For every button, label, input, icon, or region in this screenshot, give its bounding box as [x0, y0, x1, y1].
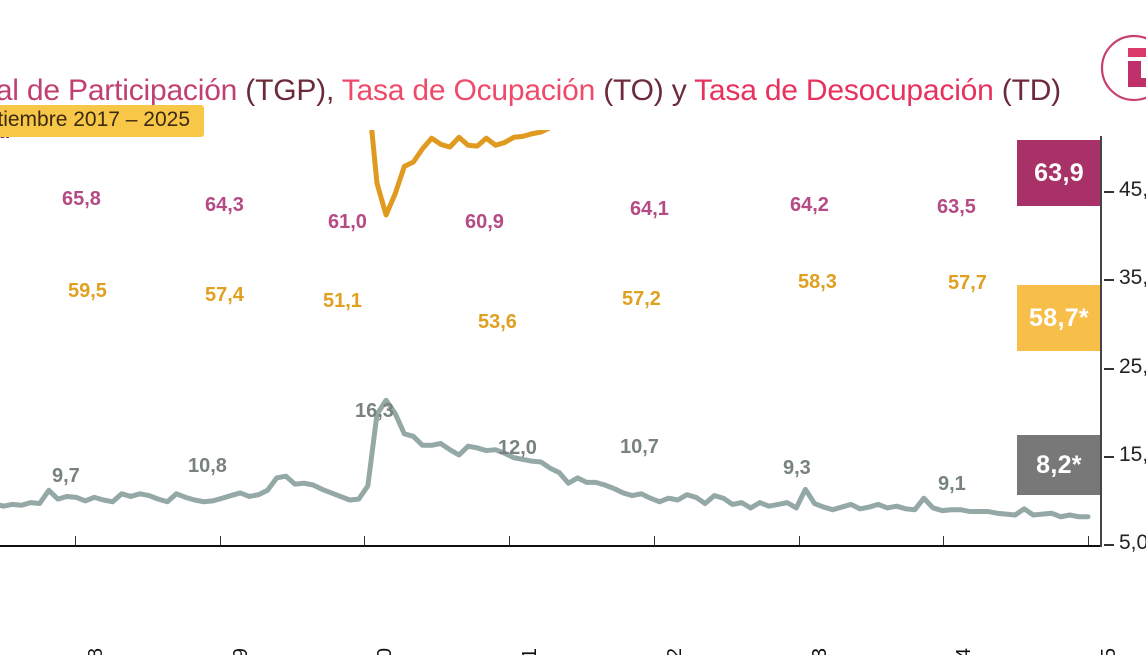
x-axis-tick-label: Sep 23: [809, 648, 832, 655]
y-axis-line: [1100, 136, 1102, 547]
data-point-label-tgp: 63,5: [937, 196, 976, 218]
chart-plot-area: [0, 130, 1100, 545]
y-axis-tick-mark: [1104, 367, 1114, 370]
x-axis-tick-label: Sep 24: [953, 648, 976, 655]
title-segment-td-abbr: (TD): [1001, 74, 1061, 107]
data-point-label-to: 51,1: [323, 290, 362, 312]
data-point-label-tgp: 61,0: [328, 211, 367, 233]
data-point-label-to: 57,4: [205, 284, 244, 306]
data-point-label-tgp: 64,2: [790, 194, 829, 216]
y-axis-tick-mark: [1104, 544, 1114, 546]
x-axis-tick-label: Sep 21: [519, 648, 542, 655]
data-point-label-td: 9,7: [52, 465, 80, 487]
title-segment-tgp-abbr: (TGP): [245, 74, 326, 107]
data-point-label-td: 9,1: [938, 473, 966, 495]
x-axis-tick-mark: [798, 536, 800, 545]
x-axis-tick-mark: [943, 536, 945, 545]
title-segment-to: Tasa de Ocupación: [341, 74, 604, 107]
title-separator-2: y: [663, 74, 695, 107]
page-title: Tasa Global de Participación (TGP), Tasa…: [0, 34, 1090, 186]
data-point-label-to: 57,7: [948, 272, 987, 294]
y-axis-tick-label: 15,0: [1119, 442, 1146, 466]
data-point-label-td: 16,3: [355, 400, 394, 422]
x-axis-tick-mark: [509, 536, 511, 545]
x-axis-tick-mark: [219, 536, 221, 545]
y-axis-tick-mark: [1104, 279, 1114, 282]
y-axis-tick-label: 45,0: [1119, 178, 1146, 201]
x-axis-tick-mark: [1088, 536, 1089, 545]
x-axis-tick-mark: [653, 536, 655, 545]
y-axis-tick-label: 25,0: [1119, 354, 1146, 378]
x-axis-tick-label: Sep 25: [1098, 648, 1121, 655]
data-point-label-td: 12,0: [498, 437, 537, 459]
data-point-label-tgp: 65,8: [62, 188, 101, 210]
x-axis-tick-mark: [75, 536, 76, 545]
data-point-label-td: 9,3: [783, 457, 811, 479]
y-axis-tick-mark: [1104, 455, 1114, 458]
y-axis-tick-mark: [1104, 191, 1114, 193]
x-axis-tick-label: Sep 19: [230, 648, 253, 655]
data-point-label-td: 10,8: [188, 455, 227, 477]
data-point-label-td: 10,7: [620, 436, 659, 458]
data-point-label-tgp: 60,9: [465, 211, 504, 233]
end-value-box-tgp: 63,9: [1017, 140, 1101, 206]
x-axis-tick-mark: [364, 536, 366, 545]
dane-logo: [1098, 32, 1146, 104]
y-axis-tick-label: 5,0: [1119, 531, 1146, 554]
x-axis-tick-label: Sep 18: [85, 648, 108, 655]
end-value-box-td: 8,2*: [1017, 435, 1101, 495]
x-axis-line: [0, 545, 1100, 547]
subtitle-badge: Septiembre 2017 – 2025: [0, 105, 205, 137]
title-segment-td: Tasa de Desocupación: [694, 74, 1002, 107]
end-value-box-to: 58,7*: [1017, 285, 1101, 351]
line-series-to: [369, 130, 551, 218]
title-segment-tgp: Tasa Global de Participación: [0, 74, 238, 107]
series-lines: [0, 130, 1091, 520]
data-point-label-tgp: 64,3: [205, 194, 244, 216]
data-point-label-to: 57,2: [622, 288, 661, 310]
x-axis-tick-label: Sep 20: [374, 648, 397, 655]
x-axis-tick-label: Sep 22: [664, 648, 687, 655]
data-point-label-to: 53,6: [478, 311, 517, 333]
title-separator-1: ,: [325, 74, 342, 107]
title-segment-to-abbr: (TO): [603, 74, 664, 107]
data-point-label-tgp: 64,1: [630, 198, 669, 220]
y-axis-tick-label: 35,0: [1119, 266, 1146, 290]
line-series-td: [0, 397, 1091, 520]
data-point-label-to: 58,3: [798, 271, 837, 293]
data-point-label-to: 59,5: [68, 280, 107, 302]
